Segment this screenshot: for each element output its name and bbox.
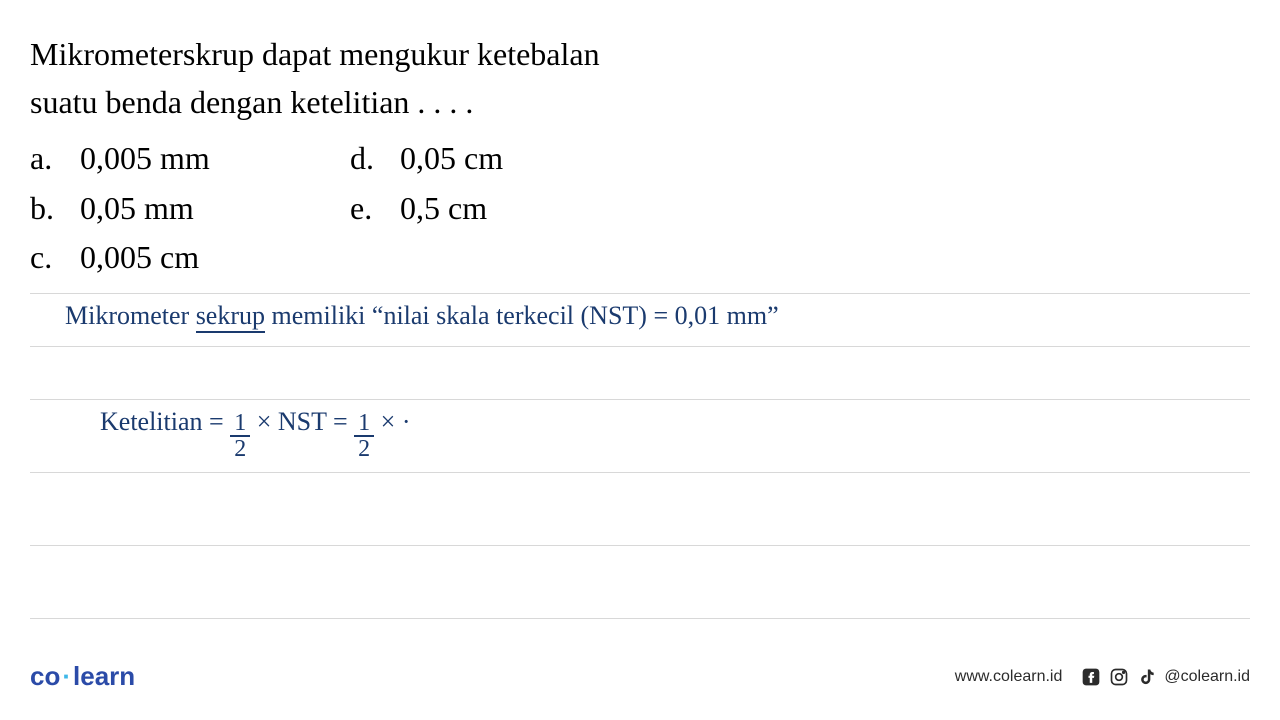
- hw1-part1: Mikrometer: [65, 301, 196, 330]
- option-d-label: d.: [350, 134, 400, 184]
- hw2-suffix: × ·: [381, 407, 411, 436]
- option-row-2: b. 0,05 mm e. 0,5 cm: [30, 184, 1250, 234]
- social-icons: @colearn.id: [1080, 666, 1250, 688]
- fraction-1: 1 2: [230, 411, 250, 461]
- hw1-underlined: sekrup: [196, 301, 265, 333]
- question-line-2: suatu benda dengan ketelitian . . . .: [30, 78, 1250, 126]
- option-row-3: c. 0,005 cm: [30, 233, 1250, 283]
- lined-paper-area: Mikrometer sekrup memiliki “nilai skala …: [30, 293, 1250, 619]
- fraction-2: 1 2: [354, 411, 374, 461]
- options-list: a. 0,005 mm d. 0,05 cm b. 0,05 mm e. 0,5…: [30, 134, 1250, 283]
- logo: co·learn: [30, 661, 135, 692]
- facebook-icon: [1080, 666, 1102, 688]
- option-row-1: a. 0,005 mm d. 0,05 cm: [30, 134, 1250, 184]
- option-d-text: 0,05 cm: [400, 134, 503, 184]
- website-url: www.colearn.id: [955, 668, 1063, 686]
- option-e-text: 0,5 cm: [400, 184, 487, 234]
- hw2-prefix: Ketelitian =: [100, 407, 230, 436]
- option-b-label: b.: [30, 184, 80, 234]
- option-a-label: a.: [30, 134, 80, 184]
- question-line-1: Mikrometerskrup dapat mengukur ketebalan: [30, 30, 1250, 78]
- logo-co: co: [30, 661, 60, 691]
- question-block: Mikrometerskrup dapat mengukur ketebalan…: [0, 0, 1280, 619]
- social-handle: @colearn.id: [1164, 668, 1250, 686]
- option-e-label: e.: [350, 184, 400, 234]
- frac2-num: 1: [354, 411, 374, 437]
- rule-line: [30, 618, 1250, 619]
- option-c-label: c.: [30, 233, 80, 283]
- handwritten-line-2: Ketelitian = 1 2 × NST = 1 2 × ·: [100, 399, 411, 449]
- footer: co·learn www.colearn.id @colearn.id: [0, 661, 1280, 692]
- option-c-text: 0,005 cm: [80, 233, 199, 283]
- tiktok-icon: [1136, 666, 1158, 688]
- handwritten-line-1: Mikrometer sekrup memiliki “nilai skala …: [65, 301, 779, 331]
- logo-dot: ·: [62, 661, 71, 691]
- frac1-num: 1: [230, 411, 250, 437]
- logo-learn: learn: [73, 661, 135, 691]
- frac1-den: 2: [230, 437, 250, 461]
- hw1-part2: memiliki “nilai skala terkecil (NST) = 0…: [265, 301, 779, 330]
- frac2-den: 2: [354, 437, 374, 461]
- option-a-text: 0,005 mm: [80, 134, 210, 184]
- hw2-mid: × NST =: [257, 407, 354, 436]
- option-b-text: 0,05 mm: [80, 184, 194, 234]
- instagram-icon: [1108, 666, 1130, 688]
- footer-right: www.colearn.id @colearn.id: [955, 666, 1250, 688]
